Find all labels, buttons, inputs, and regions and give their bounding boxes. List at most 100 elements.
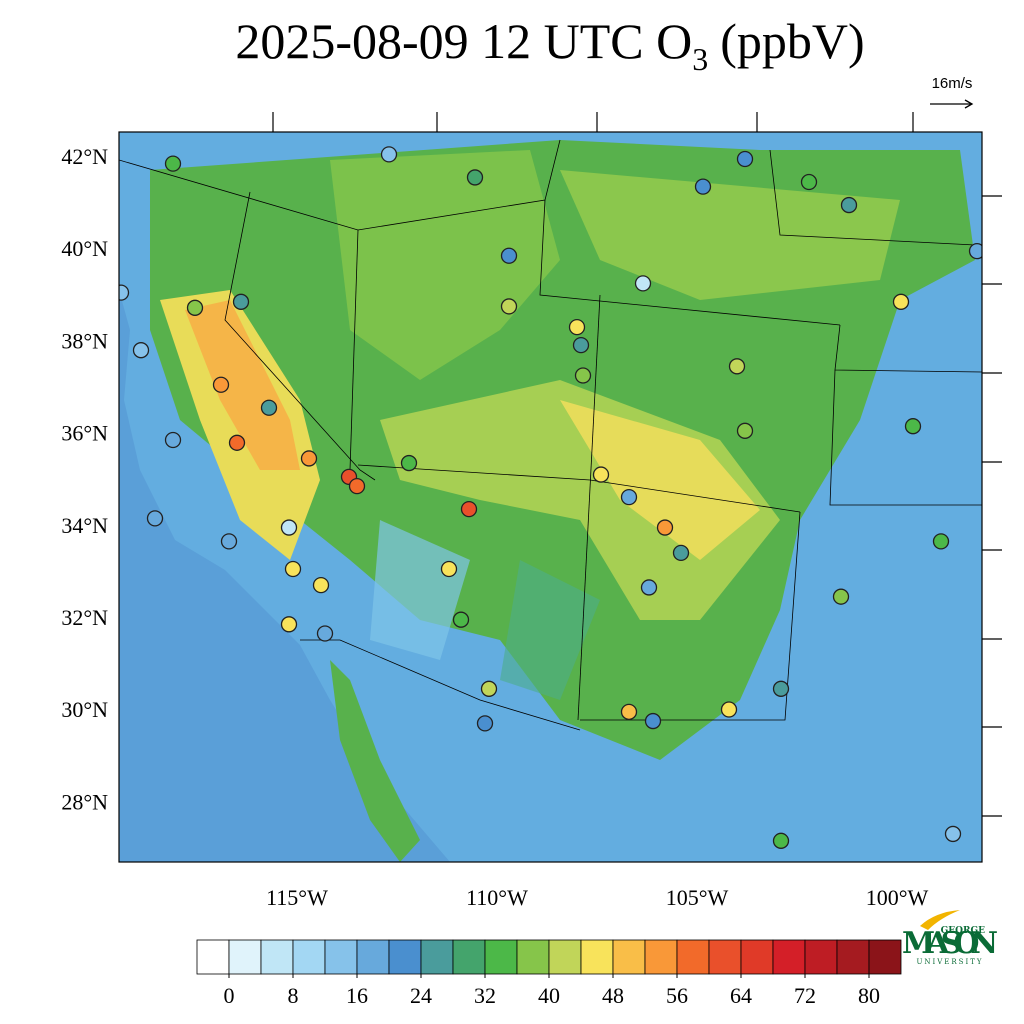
lon-label: 110°W bbox=[466, 885, 528, 910]
station bbox=[300, 450, 318, 467]
station bbox=[620, 489, 638, 506]
station bbox=[572, 336, 590, 354]
axis-labels: 42°N 40°N 38°N 36°N 34°N 32°N 30°N 28°N 115°W 110… bbox=[61, 144, 928, 910]
station bbox=[228, 434, 246, 451]
station bbox=[720, 701, 738, 718]
title-text: 2025-08-09 12 UTC O bbox=[235, 13, 692, 69]
station bbox=[968, 242, 982, 260]
station bbox=[634, 275, 652, 292]
station bbox=[146, 510, 164, 527]
station bbox=[466, 169, 484, 186]
station bbox=[800, 173, 818, 191]
map-background bbox=[119, 132, 982, 862]
colorbar-box bbox=[260, 939, 294, 975]
station bbox=[640, 579, 658, 596]
colorbar-box bbox=[356, 939, 390, 975]
logo-main: MASON bbox=[902, 926, 998, 961]
lat-label: 40°N bbox=[61, 236, 108, 261]
station bbox=[380, 146, 398, 163]
station bbox=[736, 422, 754, 439]
lat-label: 30°N bbox=[61, 697, 108, 722]
station bbox=[480, 680, 498, 697]
colorbar-box bbox=[676, 939, 710, 975]
station bbox=[400, 454, 418, 472]
station bbox=[348, 477, 366, 495]
colorbar-label: 32 bbox=[474, 983, 496, 1008]
title: 2025-08-09 12 UTC O3 (ppbV) bbox=[235, 13, 864, 77]
station bbox=[280, 616, 298, 633]
colorbar-box bbox=[548, 939, 582, 975]
colorbar-label: 8 bbox=[288, 983, 299, 1008]
logo: GEORGE MASON UNIVERSITY bbox=[902, 910, 998, 966]
station bbox=[620, 703, 638, 720]
colorbar-box bbox=[644, 939, 678, 975]
station bbox=[736, 150, 754, 168]
colorbar-box bbox=[836, 939, 870, 975]
station bbox=[312, 576, 330, 594]
station bbox=[944, 825, 962, 843]
lon-label: 100°W bbox=[866, 885, 929, 910]
station bbox=[440, 560, 458, 578]
stations bbox=[119, 146, 982, 849]
colorbar-box bbox=[708, 939, 742, 975]
colorbar-box bbox=[740, 939, 774, 975]
colorbar-box bbox=[772, 939, 806, 975]
colorbar-box bbox=[292, 939, 326, 975]
station bbox=[232, 293, 250, 310]
colorbar-label: 0 bbox=[224, 983, 235, 1008]
station bbox=[500, 298, 518, 315]
colorbar-label: 64 bbox=[730, 983, 752, 1008]
station bbox=[460, 500, 478, 518]
station bbox=[132, 342, 150, 359]
colorbar-box bbox=[196, 939, 230, 975]
colorbar-box bbox=[388, 939, 422, 975]
colorbar-box bbox=[804, 939, 838, 975]
colorbar-box bbox=[580, 939, 614, 975]
station bbox=[164, 431, 182, 449]
station bbox=[316, 625, 334, 642]
station bbox=[186, 299, 204, 316]
station bbox=[574, 367, 592, 384]
colorbar-box bbox=[452, 939, 486, 975]
station bbox=[772, 680, 790, 697]
lat-label: 32°N bbox=[61, 605, 108, 630]
lon-label: 115°W bbox=[266, 885, 328, 910]
colorbar-label: 40 bbox=[538, 983, 560, 1008]
colorbar-label: 48 bbox=[602, 983, 624, 1008]
station bbox=[832, 588, 850, 605]
station bbox=[500, 247, 518, 264]
station bbox=[476, 715, 494, 732]
station bbox=[932, 533, 950, 550]
colorbar-box bbox=[228, 939, 262, 975]
colorbar-box bbox=[484, 939, 518, 975]
station bbox=[728, 358, 746, 375]
logo-top: GEORGE bbox=[941, 926, 986, 936]
title-subscript: 3 bbox=[692, 41, 708, 77]
colorbar-box bbox=[868, 939, 902, 975]
station bbox=[772, 832, 790, 849]
station bbox=[592, 466, 610, 483]
lat-label: 34°N bbox=[61, 513, 108, 538]
colorbar-label: 80 bbox=[858, 983, 880, 1008]
plot-frame bbox=[118, 131, 983, 863]
vector-reference-label: 16m/s bbox=[932, 75, 973, 92]
lat-label: 42°N bbox=[61, 144, 108, 169]
lat-label: 38°N bbox=[61, 328, 108, 353]
colorbar: 0 8 16 24 32 40 48 56 64 72 80 bbox=[196, 939, 902, 1008]
station bbox=[280, 519, 298, 536]
station bbox=[212, 376, 230, 393]
station bbox=[644, 712, 662, 730]
reference-arrow bbox=[930, 99, 974, 109]
station bbox=[568, 319, 586, 336]
station bbox=[260, 399, 278, 416]
colorbar-label: 16 bbox=[346, 983, 368, 1008]
station bbox=[656, 519, 674, 536]
colorbar-box bbox=[420, 939, 454, 975]
station bbox=[840, 196, 858, 214]
colorbar-label: 56 bbox=[666, 983, 688, 1008]
frame-ticks bbox=[272, 112, 1002, 817]
station bbox=[672, 544, 690, 562]
station bbox=[892, 293, 910, 310]
station bbox=[694, 178, 712, 195]
